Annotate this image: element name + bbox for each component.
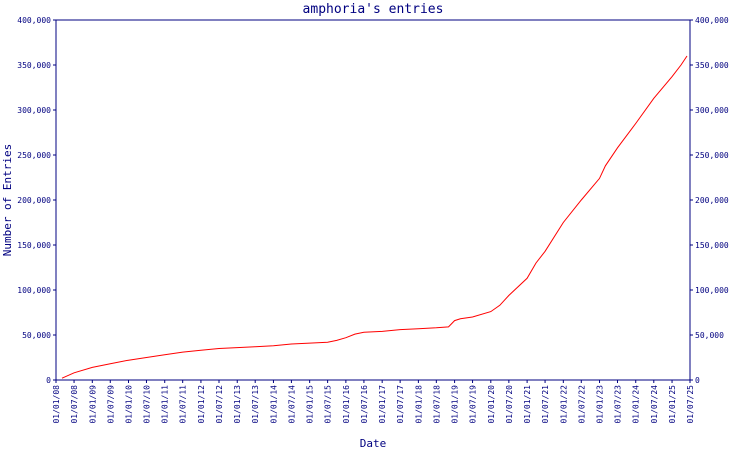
x-tick-label: 01/01/12 [197,385,206,424]
x-tick-label: 01/07/14 [287,385,296,424]
y-tick-label-left: 150,000 [17,241,51,250]
x-tick-label: 01/01/09 [88,385,97,424]
x-tick-label: 01/01/23 [596,385,605,424]
y-tick-label-left: 100,000 [17,286,51,295]
y-tick-label-left: 250,000 [17,151,51,160]
x-tick-label: 01/07/25 [686,385,695,424]
y-tick-label-right: 300,000 [695,106,729,115]
x-tick-label: 01/01/25 [668,385,677,424]
x-tick-label: 01/01/17 [378,385,387,424]
x-tick-label: 01/01/18 [414,385,423,424]
y-tick-label-right: 400,000 [695,16,729,25]
x-tick-label: 01/01/13 [233,385,242,424]
x-tick-label: 01/01/08 [52,385,61,424]
x-tick-label: 01/07/09 [106,385,115,424]
y-tick-label-left: 200,000 [17,196,51,205]
x-tick-label: 01/07/08 [70,385,79,424]
x-tick-label: 01/07/11 [179,385,188,424]
y-tick-label-right: 200,000 [695,196,729,205]
x-tick-label: 01/01/22 [559,385,568,424]
x-tick-label: 01/01/10 [125,385,134,424]
x-tick-label: 01/01/21 [523,385,532,424]
y-axis-label: Number of Entries [1,144,14,257]
x-tick-label: 01/07/12 [215,385,224,424]
x-tick-label: 01/07/16 [360,385,369,424]
series-line [61,55,688,379]
y-tick-label-left: 50,000 [22,331,51,340]
x-tick-label: 01/07/18 [432,385,441,424]
x-tick-label: 01/01/16 [342,385,351,424]
y-tick-label-right: 250,000 [695,151,729,160]
x-tick-label: 01/07/13 [251,385,260,424]
x-tick-label: 01/07/20 [505,385,514,424]
y-tick-label-left: 300,000 [17,106,51,115]
x-tick-label: 01/07/10 [142,385,151,424]
y-tick-label-left: 0 [46,376,51,385]
x-tick-label: 01/01/11 [161,385,170,424]
x-tick-label: 01/01/15 [306,385,315,424]
y-tick-label-left: 400,000 [17,16,51,25]
x-tick-label: 01/07/24 [650,385,659,424]
x-tick-label: 01/07/15 [324,385,333,424]
x-axis-label: Date [360,437,387,450]
plot-frame [55,19,691,381]
chart-title: amphoria's entries [303,2,444,17]
y-axis-ticks: 0 0 50,000 50,000 100,000 100,000 150,000 150,0… [17,16,729,385]
x-tick-label: 01/01/24 [632,385,641,424]
y-tick-label-right: 50,000 [695,331,724,340]
y-tick-label-right: 0 [695,376,700,385]
x-tick-label: 01/07/22 [577,385,586,424]
x-tick-label: 01/07/21 [541,385,550,424]
x-tick-label: 01/07/23 [613,385,622,424]
axes [55,19,691,381]
series [61,55,688,379]
x-tick-label: 01/01/14 [269,385,278,424]
x-tick-label: 01/07/19 [469,385,478,424]
x-axis-ticks: 01/01/08 01/07/08 01/01/09 01/07/09 01/01/10… [52,380,695,424]
y-tick-label-right: 350,000 [695,61,729,70]
x-tick-label: 01/07/17 [396,385,405,424]
y-tick-label-right: 100,000 [695,286,729,295]
y-tick-label-left: 350,000 [17,61,51,70]
x-tick-label: 01/01/20 [487,385,496,424]
y-tick-label-right: 150,000 [695,241,729,250]
x-tick-label: 01/01/19 [451,385,460,424]
